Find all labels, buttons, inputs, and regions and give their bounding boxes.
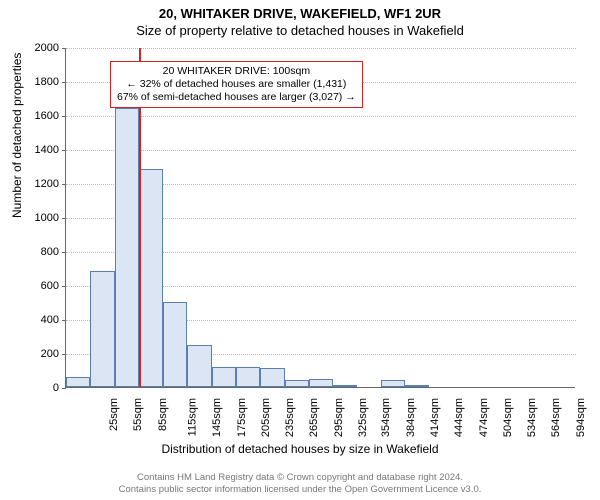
ytick-mark <box>62 286 66 287</box>
annotation-line2: ← 32% of detached houses are smaller (1,… <box>117 78 356 91</box>
xtick-label: 115sqm <box>186 398 198 436</box>
ytick-label: 1800 <box>19 76 59 88</box>
xtick-label: 205sqm <box>260 398 272 437</box>
histogram-bar <box>236 367 260 387</box>
ytick-label: 800 <box>19 246 59 258</box>
xtick-label: 55sqm <box>132 398 144 431</box>
histogram-bar <box>139 169 163 387</box>
histogram-bar <box>333 385 356 387</box>
footer-line1: Contains HM Land Registry data © Crown c… <box>0 472 600 484</box>
ytick-mark <box>62 116 66 117</box>
ytick-mark <box>62 48 66 49</box>
xtick-label: 474sqm <box>478 398 490 437</box>
ytick-label: 1400 <box>19 144 59 156</box>
histogram-bar <box>285 380 309 387</box>
annotation-line3: 67% of semi-detached houses are larger (… <box>117 91 356 104</box>
ytick-label: 1000 <box>19 212 59 224</box>
chart-area: 0200400600800100012001400160018002000 20… <box>65 48 575 388</box>
histogram-bar <box>309 379 333 387</box>
page-subtitle: Size of property relative to detached ho… <box>0 21 600 38</box>
gridline <box>66 116 576 117</box>
xtick-label: 594sqm <box>575 398 587 437</box>
ytick-label: 1200 <box>19 178 59 190</box>
annotation-box: 20 WHITAKER DRIVE: 100sqm ← 32% of detac… <box>110 61 363 108</box>
ytick-mark <box>62 184 66 185</box>
xtick-label: 564sqm <box>551 398 563 437</box>
ytick-mark <box>62 320 66 321</box>
xtick-label: 534sqm <box>526 398 538 437</box>
gridline <box>66 150 576 151</box>
ytick-mark <box>62 252 66 253</box>
histogram-bar <box>381 380 405 387</box>
ytick-label: 0 <box>19 382 59 394</box>
histogram-bar <box>212 367 236 387</box>
ytick-label: 400 <box>19 314 59 326</box>
footer-line2: Contains public sector information licen… <box>0 484 600 496</box>
page-title: 20, WHITAKER DRIVE, WAKEFIELD, WF1 2UR <box>0 0 600 21</box>
footer: Contains HM Land Registry data © Crown c… <box>0 472 600 496</box>
ytick-mark <box>62 218 66 219</box>
histogram-bar <box>405 385 429 387</box>
xtick-label: 414sqm <box>429 398 441 437</box>
gridline <box>66 48 576 49</box>
xtick-label: 384sqm <box>405 398 417 437</box>
ytick-mark <box>62 150 66 151</box>
histogram-bar <box>90 271 114 387</box>
ytick-mark <box>62 388 66 389</box>
xtick-label: 325sqm <box>357 398 369 437</box>
ytick-mark <box>62 82 66 83</box>
chart-container: 20, WHITAKER DRIVE, WAKEFIELD, WF1 2UR S… <box>0 0 600 500</box>
x-axis-label: Distribution of detached houses by size … <box>0 442 600 456</box>
xtick-label: 145sqm <box>211 398 223 437</box>
histogram-bar <box>115 108 139 387</box>
annotation-line1: 20 WHITAKER DRIVE: 100sqm <box>117 65 356 78</box>
xtick-label: 85sqm <box>157 398 169 431</box>
histogram-bar <box>260 368 284 387</box>
histogram-bar <box>187 345 211 387</box>
xtick-label: 235sqm <box>284 398 296 437</box>
ytick-mark <box>62 354 66 355</box>
histogram-bar <box>163 302 187 387</box>
histogram-bar <box>66 377 90 387</box>
ytick-label: 600 <box>19 280 59 292</box>
ytick-label: 1600 <box>19 110 59 122</box>
xtick-label: 265sqm <box>309 398 321 437</box>
ytick-label: 2000 <box>19 42 59 54</box>
xtick-label: 354sqm <box>381 398 393 437</box>
xtick-label: 25sqm <box>108 398 120 431</box>
xtick-label: 444sqm <box>453 398 465 437</box>
xtick-label: 295sqm <box>333 398 345 437</box>
ytick-label: 200 <box>19 348 59 360</box>
xtick-label: 175sqm <box>236 398 248 437</box>
xtick-label: 504sqm <box>502 398 514 437</box>
